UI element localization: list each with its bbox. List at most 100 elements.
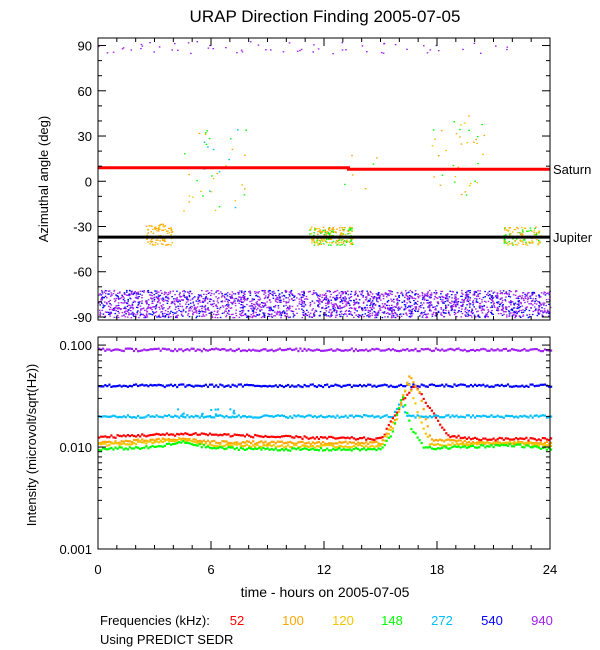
scatter-point [531, 300, 534, 302]
scatter-point [371, 300, 374, 302]
series-point [208, 383, 212, 386]
scatter-point [344, 301, 346, 303]
series-point [517, 349, 520, 352]
scatter-point [373, 296, 376, 298]
scatter-point [207, 146, 209, 148]
scatter-point [466, 142, 469, 144]
series-point [172, 415, 175, 419]
series-point [223, 444, 226, 447]
scatter-point [425, 299, 428, 301]
scatter-point [455, 304, 457, 306]
scatter-point [241, 301, 243, 303]
series-point [132, 349, 136, 353]
scatter-point [349, 228, 352, 231]
scatter-point [233, 300, 235, 302]
x-tick-label: 18 [430, 562, 444, 577]
scatter-point [274, 299, 277, 301]
scatter-point [534, 300, 536, 302]
scatter-point [176, 311, 178, 313]
series-point [519, 437, 522, 440]
series-point [186, 384, 189, 387]
series-point [128, 347, 131, 350]
scatter-point [330, 313, 332, 315]
scatter-point [146, 238, 148, 240]
series-point [379, 443, 382, 446]
series-point [161, 384, 164, 387]
scatter-point [149, 313, 152, 315]
series-point [389, 435, 392, 438]
series-point [354, 443, 357, 446]
scatter-point [427, 291, 429, 293]
scatter-point [415, 307, 417, 309]
scatter-point [293, 296, 295, 298]
scatter-point [317, 48, 320, 50]
scatter-point [340, 301, 342, 303]
scatter-point [302, 313, 304, 316]
scatter-point [397, 307, 399, 309]
series-point [381, 439, 384, 442]
series-point [461, 436, 464, 440]
series-point [289, 449, 292, 452]
scatter-point [240, 300, 243, 302]
scatter-point [355, 298, 358, 301]
scatter-point [333, 310, 335, 312]
scatter-point [320, 243, 323, 245]
scatter-point [453, 300, 456, 302]
series-point [165, 442, 168, 446]
scatter-point [178, 309, 180, 312]
series-point [326, 349, 329, 352]
scatter-point [264, 312, 266, 314]
scatter-point [478, 297, 481, 300]
series-point [186, 438, 189, 441]
scatter-point [413, 297, 415, 299]
scatter-point [164, 225, 167, 227]
scatter-point [278, 301, 281, 303]
scatter-point [285, 302, 288, 304]
scatter-point [145, 301, 147, 303]
scatter-point [328, 229, 330, 231]
scatter-point [109, 313, 111, 315]
series-point [264, 414, 267, 417]
scatter-point [311, 238, 313, 240]
scatter-point [242, 314, 245, 317]
series-point [309, 349, 312, 352]
series-point [420, 441, 423, 445]
series-point [280, 444, 284, 447]
scatter-point [494, 306, 496, 308]
series-point [455, 414, 458, 417]
series-point [515, 384, 518, 388]
series-point [174, 383, 177, 387]
scatter-point [505, 308, 508, 310]
scatter-cluster-0 [98, 289, 552, 319]
scatter-point [421, 291, 424, 294]
series-point [342, 441, 345, 444]
series-point [143, 348, 146, 351]
scatter-point [460, 301, 462, 303]
scatter-point [201, 315, 203, 318]
series-point [188, 433, 191, 436]
scatter-point [259, 306, 262, 308]
series-point [467, 441, 470, 444]
series-point [486, 438, 489, 441]
scatter-point [264, 302, 266, 304]
scatter-point [391, 316, 393, 319]
scatter-point [330, 302, 333, 304]
scatter-point [278, 293, 281, 295]
scatter-point [99, 314, 101, 317]
series-point [439, 423, 442, 426]
scatter-point [246, 316, 248, 319]
scatter-point [439, 296, 442, 298]
scatter-point [150, 225, 152, 227]
scatter-point [112, 51, 115, 53]
series-point [256, 416, 259, 419]
scatter-point [521, 295, 524, 297]
scatter-point [151, 302, 153, 304]
scatter-point [372, 303, 374, 305]
scatter-point [180, 299, 183, 301]
scatter-point [495, 297, 498, 299]
series-point [321, 444, 325, 447]
scatter-point [319, 303, 321, 305]
scatter-point [150, 291, 152, 294]
scatter-point [515, 315, 517, 317]
scatter-point [362, 301, 365, 303]
